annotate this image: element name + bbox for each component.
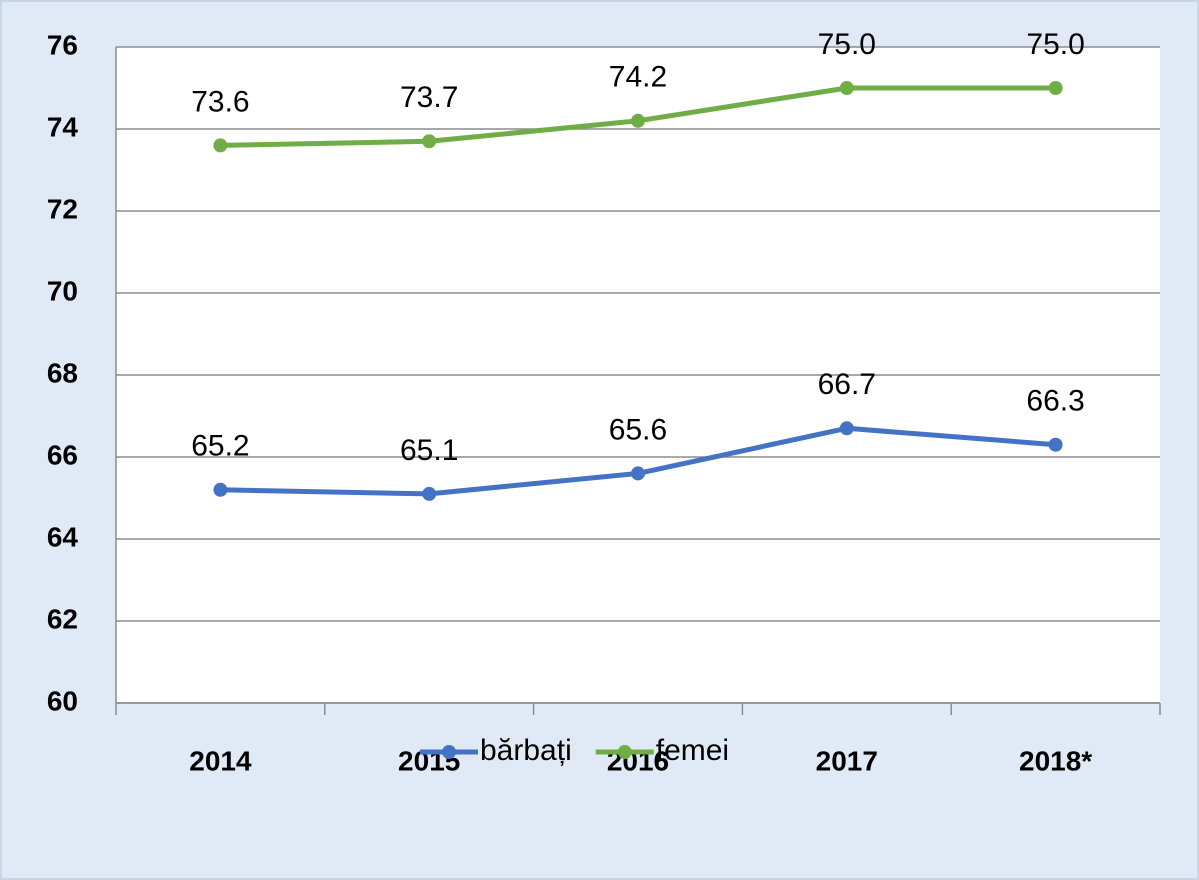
legend-marker bbox=[442, 745, 456, 759]
data-point bbox=[422, 486, 437, 501]
data-label: 75.0 bbox=[1026, 28, 1084, 61]
data-point bbox=[631, 113, 645, 128]
y-tick-label: 68 bbox=[47, 357, 78, 388]
data-point bbox=[213, 482, 228, 497]
x-tick-label: 2014 bbox=[189, 745, 252, 776]
data-point bbox=[422, 134, 437, 149]
y-tick-label: 62 bbox=[47, 603, 78, 634]
x-tick-label: 2017 bbox=[816, 745, 878, 776]
data-label: 73.6 bbox=[191, 85, 249, 118]
y-tick-label: 66 bbox=[47, 439, 78, 470]
data-point bbox=[213, 138, 228, 153]
y-tick-label: 72 bbox=[47, 193, 78, 224]
y-tick-label: 74 bbox=[47, 111, 79, 142]
data-point bbox=[839, 421, 854, 436]
legend-label: femei bbox=[656, 734, 729, 767]
y-tick-label: 64 bbox=[47, 521, 79, 552]
y-tick-label: 70 bbox=[47, 275, 78, 306]
data-label: 73.7 bbox=[400, 81, 458, 114]
data-label: 66.3 bbox=[1026, 385, 1084, 418]
data-label: 66.7 bbox=[818, 368, 876, 401]
data-point bbox=[839, 81, 854, 95]
data-point bbox=[1048, 81, 1063, 95]
data-label: 65.6 bbox=[609, 413, 667, 446]
x-tick-label: 2018* bbox=[1019, 745, 1092, 776]
data-point bbox=[631, 466, 645, 481]
data-label: 75.0 bbox=[818, 28, 876, 61]
legend-marker bbox=[617, 745, 632, 759]
data-label: 65.2 bbox=[191, 430, 249, 463]
y-tick-label: 60 bbox=[47, 685, 78, 716]
data-label: 65.1 bbox=[400, 434, 458, 467]
legend-label: bărbați bbox=[480, 734, 572, 767]
data-label: 74.2 bbox=[609, 61, 667, 94]
data-point bbox=[1048, 437, 1063, 452]
y-tick-label: 76 bbox=[47, 29, 78, 60]
